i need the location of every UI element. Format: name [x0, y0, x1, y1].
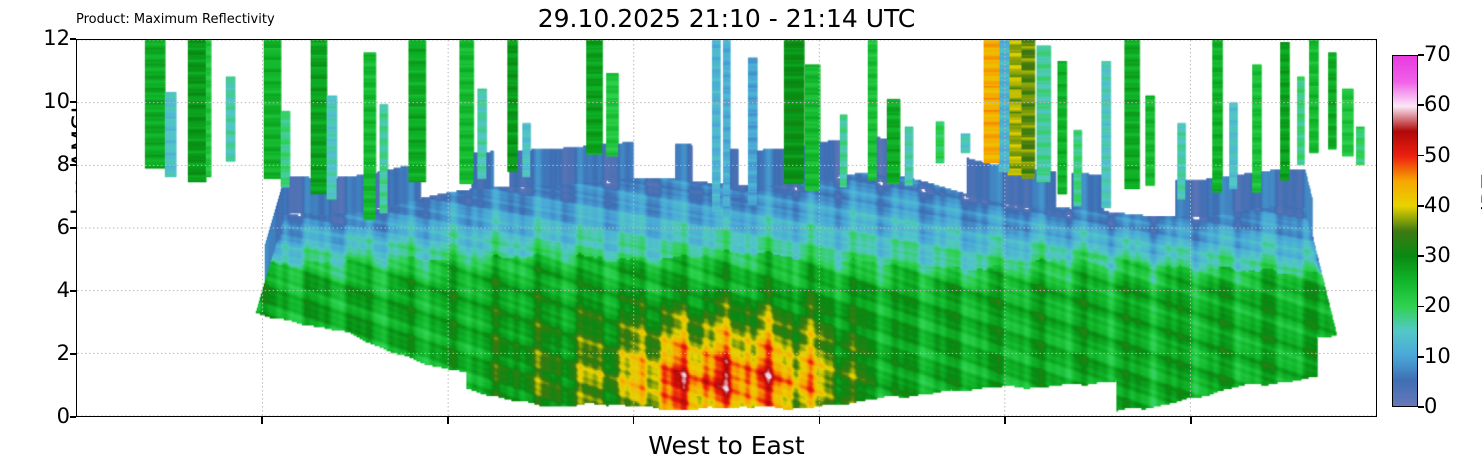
colorbar-tick-label: 70 [1424, 42, 1451, 66]
colorbar-tick-mark [1418, 205, 1424, 207]
y-tick-mark [70, 290, 76, 292]
plot-area [76, 39, 1377, 417]
y-tick-label: 6 [56, 215, 70, 239]
x-tick-mark [261, 417, 263, 424]
y-tick-mark [70, 101, 76, 103]
y-tick-mark [70, 164, 76, 166]
y-tick-mark [70, 353, 76, 355]
x-axis-label: West to East [648, 431, 805, 460]
colorbar-tick-label: 0 [1424, 394, 1438, 418]
y-tick-mark [70, 38, 76, 40]
x-tick-mark [632, 417, 635, 424]
colorbar-tick-mark [1418, 406, 1424, 408]
colorbar-gradient [1393, 56, 1417, 406]
x-tick-mark [818, 417, 821, 424]
y-tick-label: 12 [43, 26, 70, 50]
y-tick-label: 4 [56, 278, 70, 302]
colorbar-tick-mark [1418, 54, 1424, 56]
colorbar-tick-label: 10 [1424, 343, 1451, 368]
colorbar-tick-mark [1418, 355, 1424, 358]
y-tick-label: 0 [56, 404, 70, 428]
colorbar-tick-label: 30 [1424, 243, 1451, 268]
colorbar-tick-label: 20 [1424, 293, 1451, 318]
colorbar-tick-label: 60 [1424, 92, 1451, 117]
chart-title: 29.10.2025 21:10 - 21:14 UTC [537, 4, 916, 33]
colorbar [1392, 55, 1418, 407]
colorbar-tick-label: 40 [1424, 192, 1451, 217]
y-tick-mark [70, 227, 76, 229]
x-tick-mark [1190, 417, 1192, 424]
y-tick-label: 2 [56, 341, 70, 365]
plot-gridlines [77, 40, 1376, 416]
y-tick-label: 10 [43, 89, 70, 113]
x-tick-mark [446, 417, 449, 424]
colorbar-tick-mark [1418, 104, 1424, 107]
product-annotation: Product: Maximum Reflectivity [76, 12, 275, 27]
x-tick-mark [1004, 417, 1007, 424]
colorbar-tick-mark [1418, 255, 1424, 257]
colorbar-tick-label: 50 [1424, 142, 1451, 167]
colorbar-tick-mark [1418, 154, 1424, 157]
y-tick-label: 8 [56, 152, 70, 176]
colorbar-tick-mark [1418, 305, 1424, 308]
y-tick-mark [70, 416, 76, 418]
